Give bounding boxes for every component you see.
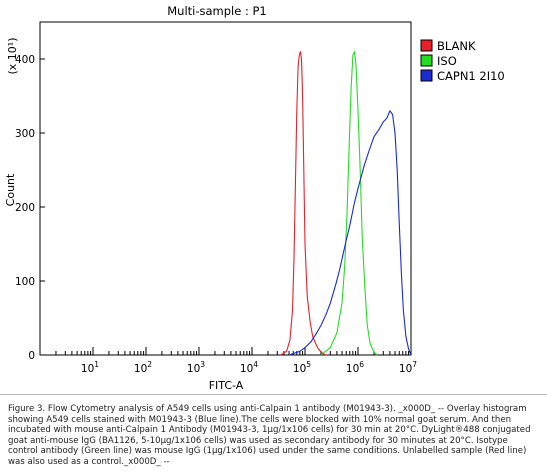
y-axis-ticks: 0 100 200 300 400	[15, 54, 45, 362]
y-axis-multiplier: (x 10¹)	[6, 38, 19, 75]
plot-frame	[39, 21, 412, 356]
legend-swatch	[420, 69, 433, 82]
x-tick-label: 103	[187, 360, 205, 375]
figure-caption: Figure 3. Flow Cytometry analysis of A54…	[8, 404, 531, 467]
x-axis-label: FITC-A	[209, 379, 244, 392]
x-tick-label: 105	[293, 360, 311, 375]
legend-label: CAPN1 2I10	[437, 69, 505, 83]
y-tick-label: 100	[15, 276, 35, 288]
series-line-capn1-2i10	[288, 110, 412, 356]
y-tick-label: 400	[15, 54, 35, 66]
y-axis-label: Count	[4, 173, 17, 206]
x-tick-label: 107	[399, 360, 417, 375]
x-tick-label: 102	[134, 360, 152, 375]
x-tick-label: 104	[240, 360, 258, 375]
x-tick-label: 101	[81, 360, 99, 375]
legend-label: BLANK	[437, 39, 476, 53]
y-tick-label: 0	[28, 350, 35, 362]
caption-divider	[0, 394, 547, 395]
y-tick-label: 300	[15, 128, 35, 140]
series-line-blank	[280, 51, 328, 356]
legend-swatch	[420, 39, 433, 52]
legend-label: ISO	[437, 54, 457, 68]
legend-swatch	[420, 54, 433, 67]
series-line-iso	[320, 51, 378, 356]
chart-title: Multi-sample : P1	[167, 4, 267, 18]
x-axis-ticks: 101 102 103 104 105 106 107	[55, 347, 417, 375]
series-layer	[280, 51, 412, 356]
y-tick-label: 200	[15, 202, 35, 214]
x-tick-label: 106	[346, 360, 364, 375]
